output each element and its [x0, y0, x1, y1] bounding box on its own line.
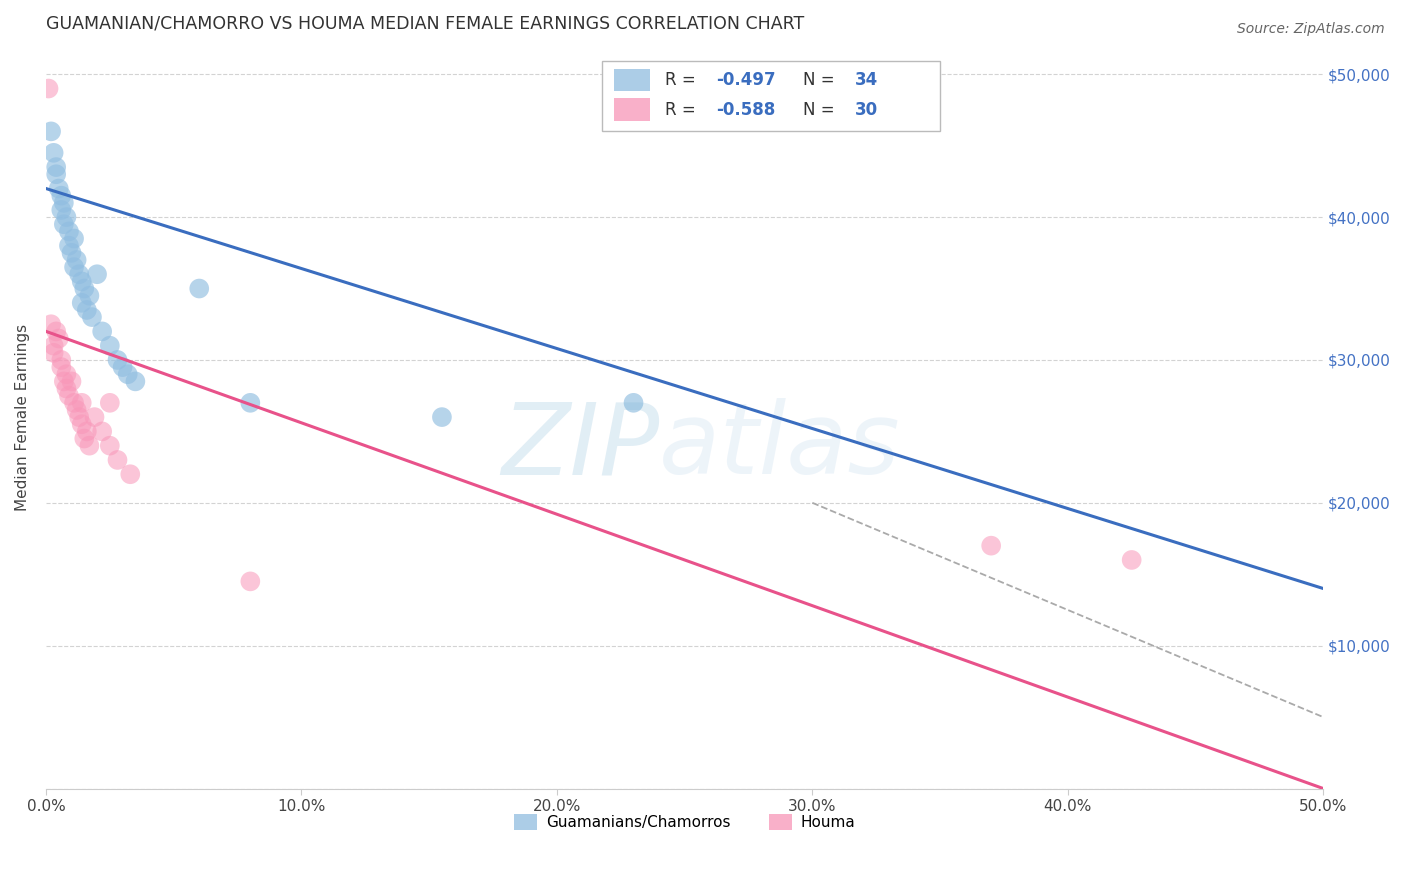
Bar [614, 69, 650, 91]
Text: ZIP: ZIP [501, 399, 659, 495]
Point [51, 188, 73, 202]
Point [623, 396, 645, 410]
Bar [614, 98, 650, 120]
Point [239, 396, 262, 410]
Point [98, 339, 121, 353]
Point [1121, 553, 1143, 567]
Point [430, 410, 453, 425]
Point [80, 310, 103, 324]
Point [91, 425, 114, 439]
Point [124, 375, 146, 389]
Point [73, 432, 96, 446]
Point [86, 267, 108, 281]
Text: 30: 30 [855, 101, 877, 119]
Point [45, 167, 67, 181]
Point [107, 453, 129, 467]
Point [83, 410, 105, 425]
Point [111, 360, 134, 375]
Point [67, 410, 90, 425]
Point [42, 145, 65, 160]
Point [66, 403, 89, 417]
Point [98, 439, 121, 453]
Point [45, 325, 67, 339]
Point [58, 389, 80, 403]
Point [55, 210, 77, 224]
Point [58, 224, 80, 238]
Point [66, 252, 89, 267]
Point [45, 160, 67, 174]
Point [51, 360, 73, 375]
Point [76, 302, 98, 317]
Point [188, 281, 211, 295]
Text: atlas: atlas [659, 399, 901, 495]
Text: 34: 34 [855, 70, 877, 89]
Point [52, 375, 75, 389]
Text: R =: R = [665, 101, 702, 119]
Point [52, 217, 75, 231]
Point [38, 81, 60, 95]
Point [63, 231, 86, 245]
Point [55, 368, 77, 382]
Point [79, 288, 101, 302]
Point [107, 353, 129, 368]
Point [67, 267, 90, 281]
Point [70, 295, 93, 310]
FancyBboxPatch shape [602, 61, 941, 131]
Point [48, 332, 70, 346]
Point [79, 439, 101, 453]
Point [76, 425, 98, 439]
Text: Source: ZipAtlas.com: Source: ZipAtlas.com [1237, 22, 1385, 37]
Point [73, 281, 96, 295]
Point [51, 202, 73, 217]
Point [51, 353, 73, 368]
Point [239, 574, 262, 589]
Point [48, 181, 70, 195]
Y-axis label: Median Female Earnings: Median Female Earnings [15, 324, 30, 510]
Point [52, 195, 75, 210]
Text: N =: N = [803, 101, 841, 119]
Point [42, 346, 65, 360]
Point [42, 339, 65, 353]
Text: R =: R = [665, 70, 702, 89]
Point [60, 245, 83, 260]
Point [58, 238, 80, 252]
Point [117, 368, 139, 382]
Text: -0.497: -0.497 [717, 70, 776, 89]
Point [980, 539, 1002, 553]
Point [55, 382, 77, 396]
Point [70, 396, 93, 410]
Point [70, 274, 93, 288]
Point [120, 467, 142, 482]
Point [39, 124, 62, 138]
Legend: Guamanians/Chamorros, Houma: Guamanians/Chamorros, Houma [508, 808, 862, 837]
Point [98, 396, 121, 410]
Point [60, 375, 83, 389]
Point [63, 396, 86, 410]
Point [63, 260, 86, 274]
Point [91, 325, 114, 339]
Text: -0.588: -0.588 [717, 101, 776, 119]
Point [39, 317, 62, 331]
Text: GUAMANIAN/CHAMORRO VS HOUMA MEDIAN FEMALE EARNINGS CORRELATION CHART: GUAMANIAN/CHAMORRO VS HOUMA MEDIAN FEMAL… [46, 15, 804, 33]
Text: N =: N = [803, 70, 841, 89]
Point [70, 417, 93, 432]
